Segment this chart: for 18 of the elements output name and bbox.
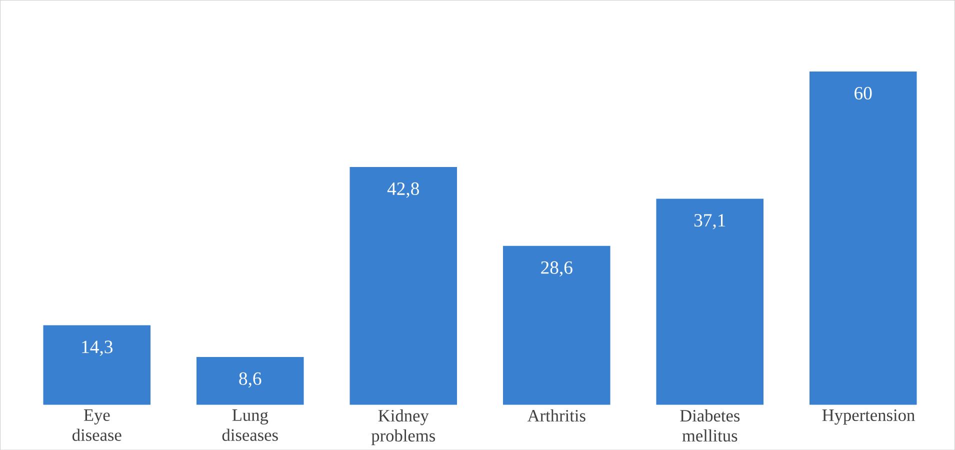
- bar: [196, 356, 304, 405]
- x-tick-label: Diabetes mellitus: [680, 409, 740, 442]
- bar: [502, 246, 610, 405]
- data-label: 42,8: [387, 182, 419, 198]
- x-tick-label: Eye disease: [72, 409, 122, 441]
- data-label: 60: [854, 86, 872, 100]
- data-label: 28,6: [541, 261, 572, 276]
- x-tick-label: Lung diseases: [222, 409, 278, 441]
- bar: [656, 198, 764, 405]
- data-label: 8,6: [239, 372, 262, 388]
- data-label: 14,3: [82, 340, 112, 356]
- x-tick-label: Kidney problems: [371, 409, 436, 445]
- bar: [43, 325, 151, 405]
- data-label: 37,1: [694, 214, 726, 230]
- x-tick-label: Hypertension: [822, 409, 915, 424]
- bar: [809, 71, 917, 405]
- x-tick-label: Arthritis: [527, 409, 586, 422]
- bar: [350, 166, 458, 405]
